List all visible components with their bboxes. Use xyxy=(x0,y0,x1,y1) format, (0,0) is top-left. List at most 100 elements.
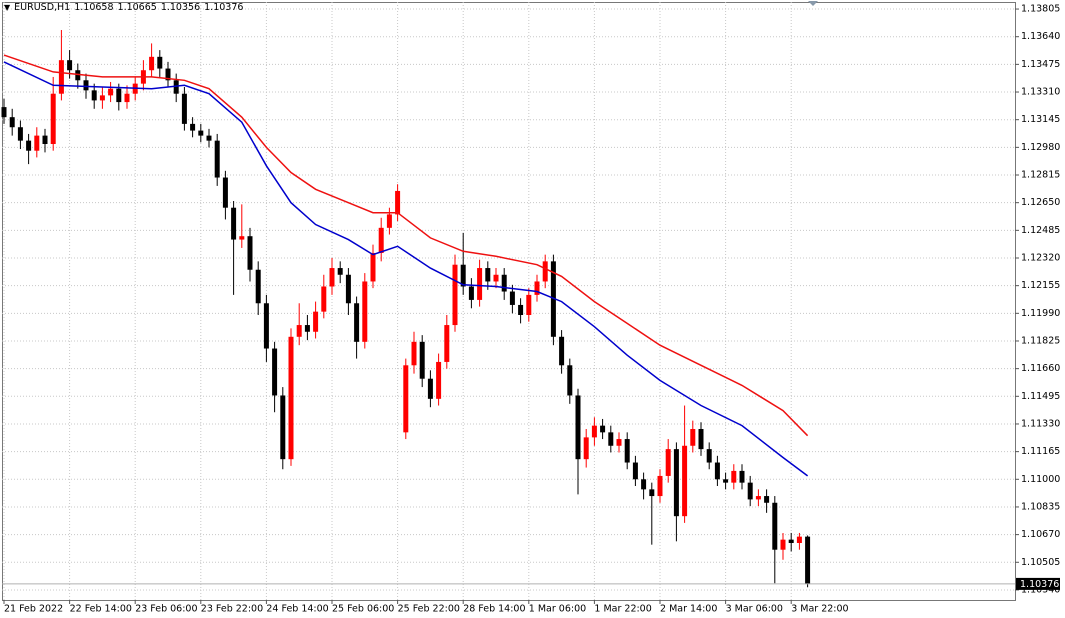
y-tick-label: 1.10670 xyxy=(1021,529,1060,540)
open-value: 1.10658 xyxy=(74,2,114,13)
candle-body xyxy=(550,261,556,337)
candle-body xyxy=(714,462,720,480)
candle-body xyxy=(263,303,269,349)
candle-body xyxy=(296,325,302,337)
candle-body xyxy=(501,274,507,292)
y-tick-label: 1.12485 xyxy=(1021,225,1060,236)
candle-body xyxy=(231,207,237,240)
candle-body xyxy=(181,93,187,124)
candle-body xyxy=(772,502,778,550)
candle-body xyxy=(337,268,343,275)
candle-body xyxy=(272,348,278,396)
candle-body xyxy=(239,236,245,240)
y-tick-label: 1.10340 xyxy=(1021,584,1060,595)
candle-body xyxy=(559,336,565,366)
menu-arrow[interactable]: ▼ xyxy=(4,3,11,12)
candle-body xyxy=(255,269,261,304)
candle-body xyxy=(403,365,409,433)
candle-body xyxy=(157,56,163,69)
candle-body xyxy=(149,56,155,71)
candle-body xyxy=(591,425,597,438)
candle-body xyxy=(34,135,40,151)
low-value: 1.10356 xyxy=(160,2,201,13)
candle-body xyxy=(42,135,48,144)
candle-body xyxy=(26,140,32,151)
candle-body xyxy=(190,123,196,131)
price-label-box xyxy=(1016,577,1060,590)
candle-body xyxy=(222,177,228,208)
y-tick-label: 1.12320 xyxy=(1021,252,1060,263)
candle-body xyxy=(99,95,105,101)
x-tick-label: 21 Feb 2022 xyxy=(4,604,63,615)
candle-body xyxy=(9,117,15,128)
chart-header: ▼ EURUSD,H1 1.10658 1.10665 1.10356 1.10376 xyxy=(4,2,247,13)
high-value: 1.10665 xyxy=(117,2,157,13)
candle-body xyxy=(1,107,7,118)
shift-marker[interactable] xyxy=(808,1,818,6)
x-tick-label: 1 Mar 06:00 xyxy=(529,604,586,615)
candle-body xyxy=(419,341,425,379)
candle-body xyxy=(247,236,253,270)
candle-body xyxy=(526,294,532,315)
candle-body xyxy=(731,470,737,483)
candle-body xyxy=(583,437,589,460)
candle-body xyxy=(17,127,23,141)
candle-body xyxy=(452,264,458,326)
candle-body xyxy=(165,68,171,81)
candle-body xyxy=(436,361,442,399)
candle-body xyxy=(58,60,64,94)
candle-body xyxy=(108,88,114,96)
candle-body xyxy=(780,539,786,550)
candle-body xyxy=(354,303,360,342)
candle-body xyxy=(198,130,204,136)
marks xyxy=(1,29,1015,588)
candle-body xyxy=(395,190,401,215)
candle-body xyxy=(50,93,56,144)
plot-frame xyxy=(2,2,1016,601)
candle-body xyxy=(460,264,466,287)
grid xyxy=(2,2,1015,600)
y-tick-label: 1.11165 xyxy=(1021,446,1060,457)
candle-body xyxy=(632,462,638,480)
candle-body xyxy=(485,268,491,282)
candle-body xyxy=(575,395,581,460)
candle-body xyxy=(641,479,647,490)
candle-body xyxy=(698,428,704,450)
candle-body xyxy=(608,432,614,446)
candle-body xyxy=(493,274,499,282)
y-tick-label: 1.10505 xyxy=(1021,557,1060,568)
y-tick-label: 1.12650 xyxy=(1021,197,1060,208)
y-tick-label: 1.13640 xyxy=(1021,31,1060,42)
candle-body xyxy=(468,286,474,300)
candle-body xyxy=(567,365,573,396)
candle-body xyxy=(83,80,89,91)
candle-body xyxy=(657,475,663,497)
candle-body xyxy=(649,489,655,497)
moving-average xyxy=(3,61,809,477)
candle-body xyxy=(288,336,294,460)
candle-body xyxy=(690,428,696,446)
candle-body xyxy=(673,449,679,517)
candle-body xyxy=(206,135,212,141)
candle-body xyxy=(706,449,712,463)
candle-body xyxy=(477,268,483,300)
x-tick-label: 1 Mar 22:00 xyxy=(594,604,651,615)
candle-body xyxy=(796,536,802,543)
candle-body xyxy=(411,341,417,366)
price-label: 1.10376 xyxy=(1020,579,1059,590)
candle-body xyxy=(321,286,327,312)
candle-body xyxy=(313,311,319,332)
y-tick-label: 1.11000 xyxy=(1021,474,1060,485)
candle-body xyxy=(386,214,392,228)
axes: 1.13805 1.13640 1.13475 1.13310 1.13145 1.129… xyxy=(3,4,1060,615)
x-tick-label: 25 Feb 22:00 xyxy=(398,604,460,615)
x-tick-label: 24 Feb 14:00 xyxy=(266,604,328,615)
candle-body xyxy=(805,536,811,584)
y-tick-label: 1.11825 xyxy=(1021,335,1060,346)
candle-body xyxy=(75,70,81,81)
candle-body xyxy=(600,425,606,433)
candle-body xyxy=(723,479,729,483)
candle-body xyxy=(329,268,335,287)
